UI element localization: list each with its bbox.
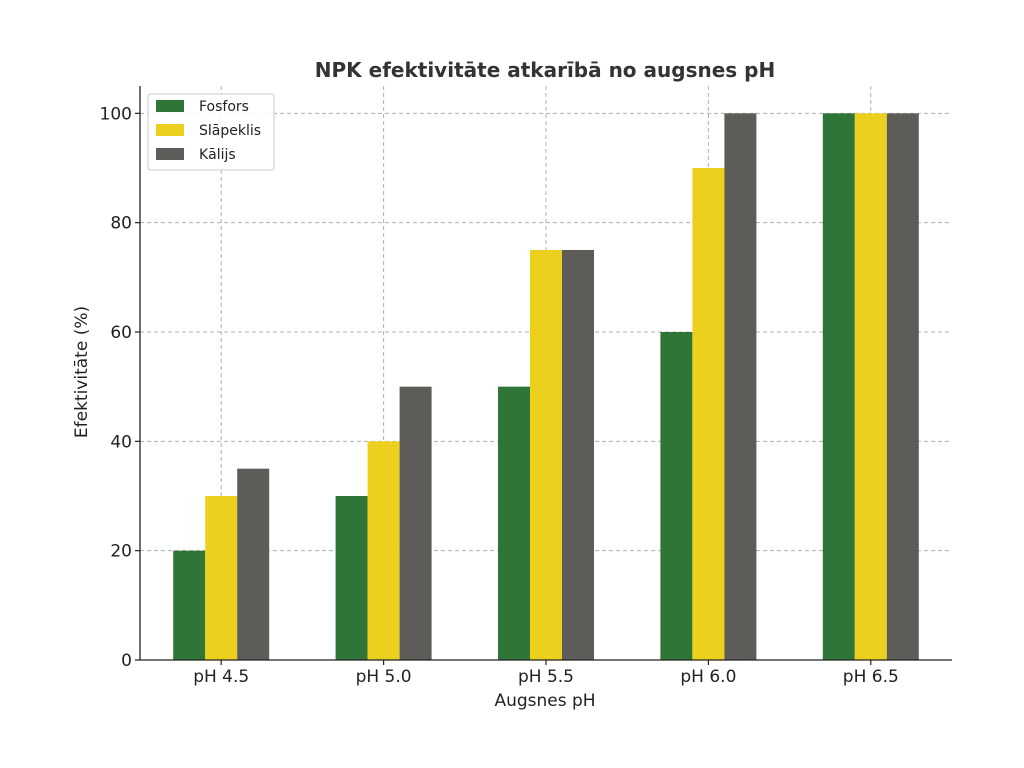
y-tick-label: 80 (110, 214, 132, 234)
y-tick-label: 60 (110, 323, 132, 343)
y-tick-label: 40 (110, 432, 132, 452)
x-tick-label: pH 6.0 (680, 667, 736, 687)
bar-slāpeklis-2 (367, 441, 400, 660)
bar-kālijs-2 (399, 386, 432, 660)
bar-kālijs-4 (724, 113, 757, 661)
x-tick-label: pH 5.5 (518, 667, 574, 687)
bar-kālijs-3 (562, 250, 594, 660)
x-axis-title: Augsnes pH (494, 691, 595, 711)
bar-slāpeklis-4 (692, 168, 725, 660)
bars (173, 113, 919, 661)
bar-kālijs-5 (886, 113, 919, 661)
y-tick-label: 0 (121, 651, 132, 671)
bar-fosfors-4 (660, 332, 693, 660)
bar-fosfors-5 (822, 113, 855, 661)
chart-title: NPK efektivitāte atkarībā no augsnes pH (315, 58, 775, 82)
bar-fosfors-2 (335, 496, 368, 660)
bar-fosfors-3 (498, 386, 530, 660)
axes (135, 86, 952, 665)
bar-slāpeklis-1 (205, 496, 238, 660)
bar-slāpeklis-5 (854, 113, 887, 661)
y-axis-title: Efektivitāte (%) (72, 306, 92, 438)
y-tick-label: 100 (100, 104, 132, 124)
bar-fosfors-1 (173, 550, 206, 660)
bar-kālijs-1 (237, 468, 270, 660)
x-tick-label: pH 5.0 (356, 667, 412, 687)
legend-label-slāpeklis: Slāpeklis (199, 123, 261, 139)
y-tick-label: 20 (110, 542, 132, 562)
legend: Fosfors Slāpeklis Kālijs (147, 93, 275, 171)
legend-swatch-slāpeklis (156, 124, 184, 136)
legend-label-fosfors: Fosfors (199, 99, 249, 115)
x-tick-label: pH 6.5 (843, 667, 899, 687)
tick-labels: 0 20 40 60 80 100 pH 4.5 pH 5.0 pH 5.5 pH 6.0 pH 6… (100, 104, 899, 687)
bar-slāpeklis-3 (530, 250, 562, 660)
legend-swatch-kālijs (156, 148, 184, 160)
legend-swatch-fosfors (156, 100, 184, 112)
x-tick-label: pH 4.5 (193, 667, 249, 687)
legend-label-kālijs: Kālijs (199, 147, 236, 163)
